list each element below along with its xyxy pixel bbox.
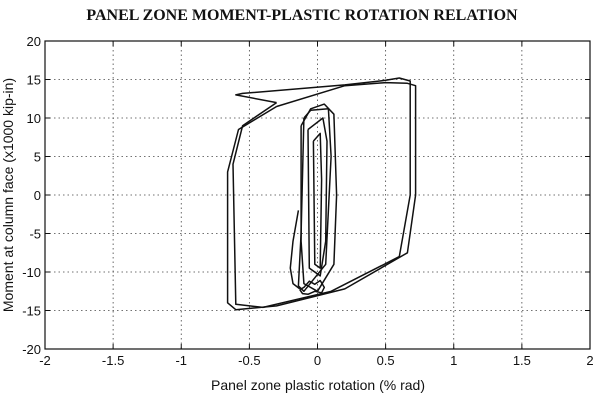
x-tick-label: 2 [586, 353, 593, 368]
x-tick-label: 0.5 [377, 353, 395, 368]
y-tick-label: 15 [27, 73, 41, 88]
y-tick-label: 5 [34, 150, 41, 165]
x-tick-label: 1 [450, 353, 457, 368]
x-tick-label: 1.5 [513, 353, 531, 368]
hysteresis-loop [232, 77, 411, 309]
x-tick-label: 0 [314, 353, 321, 368]
x-axis-label: Panel zone plastic rotation (% rad) [211, 377, 425, 393]
y-tick-label: 20 [27, 34, 41, 49]
y-tick-label: 0 [34, 188, 41, 203]
y-tick-label: -5 [29, 227, 41, 242]
hysteresis-loop [289, 210, 301, 290]
x-tick-label: -1 [175, 353, 187, 368]
y-tick-label: -15 [22, 304, 41, 319]
x-tick-label: -2 [39, 353, 51, 368]
hysteresis-loop [312, 132, 323, 269]
hysteresis-loop [307, 117, 328, 277]
series-group [226, 77, 417, 311]
hysteresis-loop [300, 103, 338, 293]
y-axis-label: Moment at column face (x1000 kip-in) [0, 78, 16, 312]
x-tick-label: -1.5 [102, 353, 124, 368]
ticks: -2 -1.5 -1 -0.5 0 0.5 1 1.5 2 -20 -15 -10 -5 0 5 10 15 20 [22, 34, 593, 368]
hysteresis-loop [226, 81, 417, 311]
chart-title: PANEL ZONE MOMENT-PLASTIC ROTATION RELAT… [86, 7, 518, 24]
hysteresis-loop [297, 108, 332, 293]
y-tick-label: 10 [27, 111, 41, 126]
grid [45, 41, 590, 349]
y-tick-label: -10 [22, 265, 41, 280]
x-tick-label: -0.5 [238, 353, 260, 368]
hysteresis-loop [299, 279, 326, 296]
y-tick-label: -20 [22, 342, 41, 357]
